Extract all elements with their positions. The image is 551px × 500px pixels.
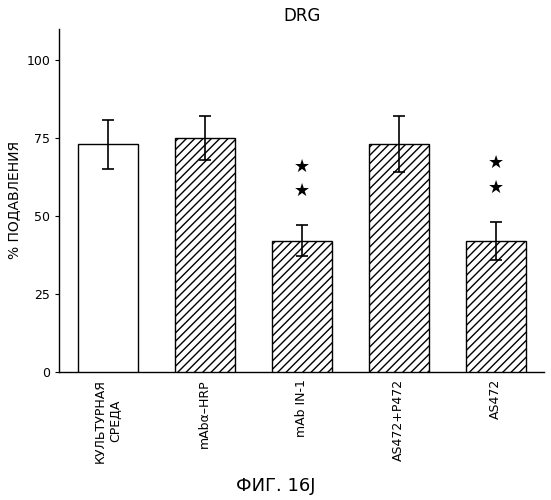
Bar [78,144,138,372]
Text: ФИГ. 16J: ФИГ. 16J [236,477,315,495]
Text: ★: ★ [488,154,504,172]
Bar [369,144,429,372]
Bar [272,241,332,372]
Text: ★: ★ [294,182,310,200]
Bar [466,241,526,372]
Title: DRG: DRG [283,7,321,25]
Bar [175,138,235,372]
Y-axis label: % ПОДАВЛЕНИЯ: % ПОДАВЛЕНИЯ [7,142,21,260]
Text: ★: ★ [488,180,504,198]
Text: ★: ★ [294,158,310,176]
